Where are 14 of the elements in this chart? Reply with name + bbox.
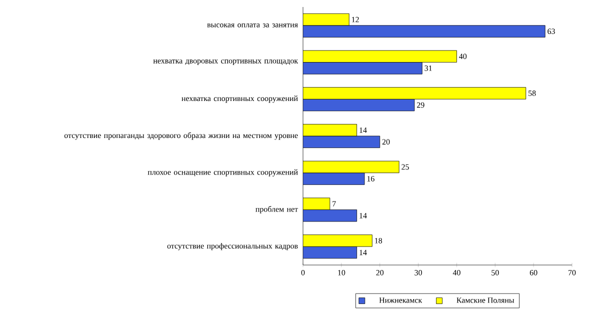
bar: [303, 246, 357, 259]
bar: [303, 198, 330, 210]
bar: [303, 210, 357, 222]
bar: [303, 124, 357, 136]
bar: [303, 136, 380, 148]
bar: [303, 234, 372, 247]
bar: [303, 160, 400, 174]
bar: [303, 13, 350, 26]
bar: [303, 25, 546, 38]
bar: [303, 172, 365, 185]
bar: [303, 62, 422, 74]
bar: [303, 87, 526, 100]
bar: [303, 98, 415, 112]
bar: [303, 50, 457, 62]
